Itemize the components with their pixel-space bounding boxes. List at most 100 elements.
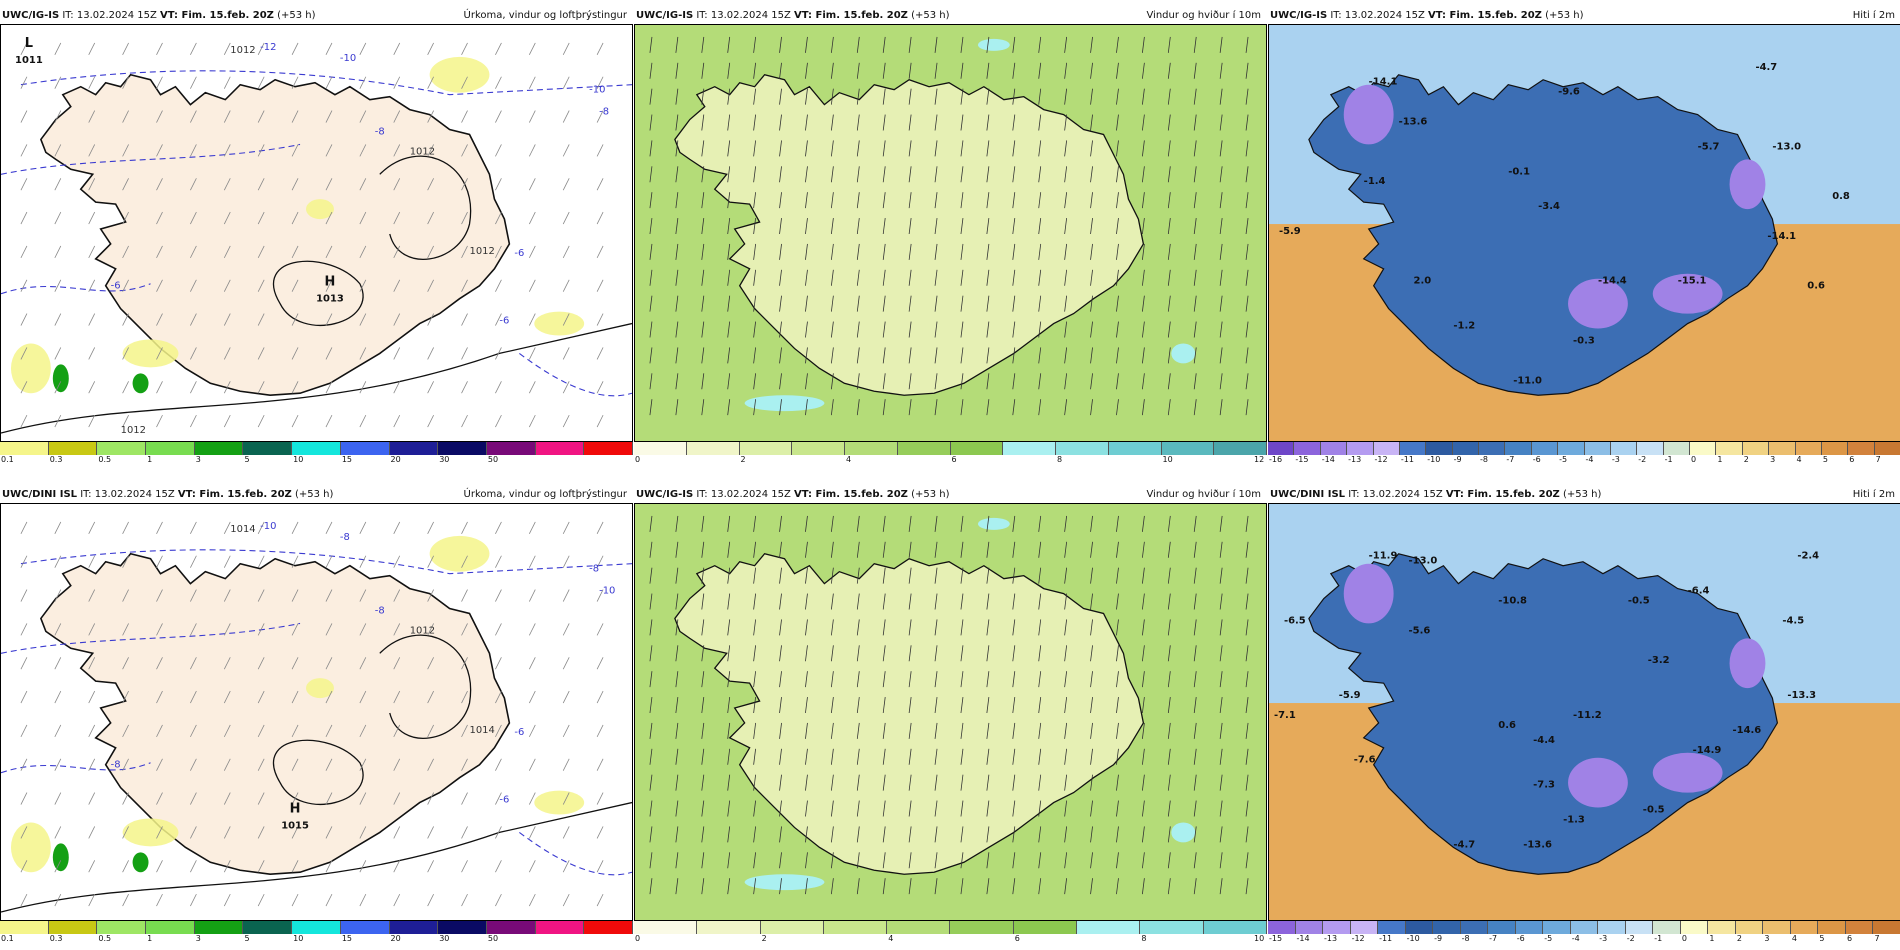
- wind-barb: [156, 690, 163, 704]
- wind-barb: [257, 178, 265, 191]
- wind-arrow: [830, 515, 834, 532]
- wind-arrow: [1090, 295, 1093, 312]
- wind-barb: [20, 42, 28, 56]
- wind-barb: [427, 347, 434, 360]
- wind-barb: [427, 724, 434, 738]
- wind-barb: [291, 792, 299, 805]
- wind-arrow: [1090, 62, 1093, 79]
- wind-arrow: [727, 269, 731, 286]
- wind-arrow: [960, 243, 964, 260]
- wind-barb: [54, 860, 62, 873]
- colorbar-tick: -7: [1506, 455, 1515, 464]
- wind-arrow: [1245, 140, 1249, 157]
- wind-arrow: [649, 619, 653, 636]
- wind-barb: [325, 211, 333, 225]
- wind-barb: [359, 414, 367, 428]
- temperature-contour-label: -6: [499, 316, 509, 327]
- wind-arrow: [753, 295, 757, 312]
- wind-arrow: [779, 722, 782, 739]
- wind-arrow: [908, 321, 912, 338]
- wind-barb: [562, 110, 570, 123]
- wind-arrow: [779, 295, 782, 312]
- strong-wind-area: [744, 395, 825, 412]
- wind-barb: [122, 893, 129, 907]
- wind-barb: [156, 758, 163, 771]
- wind-barb: [427, 245, 434, 259]
- wind-arrow: [1219, 671, 1223, 688]
- colorbar-swatch: [1479, 442, 1506, 455]
- isobar: [379, 634, 472, 739]
- wind-arrow: [701, 192, 705, 209]
- wind-barb: [54, 758, 62, 771]
- wind-arrow: [1064, 88, 1068, 105]
- wind-barb: [20, 76, 28, 89]
- wind-arrow: [1090, 321, 1093, 338]
- wind-arrow: [1245, 567, 1249, 584]
- colorbar-swatch: [1373, 442, 1400, 455]
- wind-barb: [495, 690, 502, 704]
- colorbar-tick: 4: [1791, 934, 1797, 943]
- wind-arrow: [856, 321, 860, 338]
- wind-arrow: [1090, 722, 1093, 739]
- wind-arrow: [1064, 373, 1068, 390]
- colorbar-tick: 0: [1681, 934, 1687, 943]
- wind-barb: [257, 758, 265, 771]
- colorbar-swatch: [1531, 442, 1559, 455]
- wind-barb: [528, 381, 536, 394]
- wind-arrow: [701, 114, 705, 131]
- wind-arrow: [1167, 114, 1171, 131]
- wind-arrow: [986, 697, 990, 714]
- wind-arrow: [960, 567, 964, 584]
- wind-arrow: [1064, 114, 1068, 131]
- wind-barb: [359, 521, 367, 535]
- wind-arrow: [830, 88, 834, 105]
- wind-arrow: [753, 800, 757, 817]
- wind-barb: [495, 144, 502, 157]
- wind-barb: [495, 381, 502, 394]
- temperature-label: -13.3: [1787, 690, 1816, 701]
- colorbar-swatch: [1161, 442, 1215, 455]
- wind-barb: [528, 860, 536, 873]
- precip-area-heavy: [132, 373, 149, 394]
- panel-title: Hiti í 2m: [1852, 10, 1895, 21]
- wind-barb: [156, 414, 163, 428]
- wind-barb: [156, 792, 163, 805]
- wind-barb: [461, 521, 468, 535]
- wind-arrow: [727, 62, 731, 79]
- wind-arrow: [1116, 748, 1119, 765]
- wind-arrow: [830, 878, 834, 895]
- wind-arrow: [1245, 295, 1249, 312]
- wind-arrow: [908, 593, 912, 610]
- wind-barb: [291, 690, 299, 704]
- wind-barb: [257, 381, 265, 394]
- wind-arrow: [856, 722, 860, 739]
- temperature-contour-label: -6: [111, 281, 121, 292]
- wind-arrow: [882, 671, 886, 688]
- wind-arrow: [1245, 218, 1249, 235]
- wind-arrow: [779, 321, 782, 338]
- colorbar-tick: 0.3: [49, 934, 63, 943]
- wind-arrow: [1064, 748, 1068, 765]
- wind-arrow: [805, 645, 808, 662]
- wind-barb: [122, 826, 129, 839]
- wind-arrow: [908, 619, 912, 636]
- wind-barb: [562, 826, 570, 839]
- wind-barb: [528, 758, 536, 771]
- wind-arrow: [805, 166, 808, 183]
- panel-title: Úrkoma, vindur og loftþrýstingur: [463, 489, 627, 500]
- wind-arrow: [830, 619, 834, 636]
- wind-arrow: [649, 399, 653, 416]
- wind-arrow: [1167, 373, 1171, 390]
- wind-arrow: [1116, 243, 1119, 260]
- model-name: UWC/IG-IS: [636, 489, 694, 500]
- wind-barb: [359, 110, 367, 123]
- temperature-label: -10.8: [1498, 596, 1527, 607]
- wind-barb: [528, 178, 536, 191]
- wind-barb: [257, 144, 265, 157]
- colorbar-swatch: [792, 442, 845, 455]
- wind-barb: [495, 758, 502, 771]
- wind-arrow: [960, 593, 964, 610]
- wind-arrow: [1064, 166, 1068, 183]
- wind-arrow: [1090, 645, 1093, 662]
- wind-arrow: [960, 774, 964, 791]
